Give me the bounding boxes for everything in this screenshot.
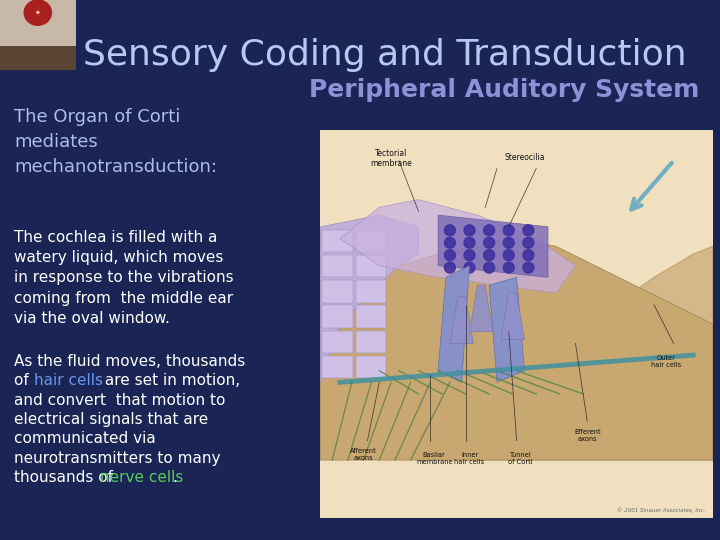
Text: hair cells: hair cells — [35, 373, 103, 388]
Circle shape — [444, 249, 455, 261]
Polygon shape — [320, 239, 713, 460]
Text: thousands of: thousands of — [14, 470, 118, 485]
Polygon shape — [450, 297, 474, 343]
Polygon shape — [489, 278, 524, 382]
Circle shape — [464, 249, 475, 261]
Circle shape — [444, 237, 455, 248]
Text: Outer
hair cells: Outer hair cells — [651, 355, 681, 368]
Text: electrical signals that are: electrical signals that are — [14, 412, 209, 427]
Text: Tunnel
of Corti: Tunnel of Corti — [508, 453, 533, 465]
Circle shape — [484, 225, 495, 236]
Text: Stereocilia: Stereocilia — [504, 153, 545, 162]
Circle shape — [24, 0, 51, 25]
Text: are set in motion,: are set in motion, — [100, 373, 240, 388]
Text: As the fluid moves, thousands: As the fluid moves, thousands — [14, 354, 246, 369]
Bar — [0, 45, 76, 70]
Circle shape — [444, 225, 455, 236]
Text: Sensory Coding and Transduction: Sensory Coding and Transduction — [83, 38, 686, 72]
Polygon shape — [438, 215, 548, 278]
Text: .: . — [173, 470, 178, 485]
Polygon shape — [438, 266, 469, 382]
FancyBboxPatch shape — [356, 305, 387, 328]
Circle shape — [523, 225, 534, 236]
FancyBboxPatch shape — [356, 330, 387, 353]
FancyBboxPatch shape — [323, 305, 353, 328]
Circle shape — [523, 237, 534, 248]
Text: Inner
hair cells: Inner hair cells — [454, 453, 485, 465]
Circle shape — [503, 249, 514, 261]
Circle shape — [464, 237, 475, 248]
Text: The Organ of Corti
mediates
mechanotransduction:: The Organ of Corti mediates mechanotrans… — [14, 108, 217, 176]
FancyBboxPatch shape — [323, 230, 353, 252]
Circle shape — [484, 237, 495, 248]
Polygon shape — [501, 293, 524, 340]
Text: nerve cells: nerve cells — [100, 470, 184, 485]
Circle shape — [464, 262, 475, 273]
Text: ✦: ✦ — [35, 10, 41, 16]
Text: The cochlea is filled with a
watery liquid, which moves
in response to the vibra: The cochlea is filled with a watery liqu… — [14, 230, 234, 326]
Text: neurotransmitters to many: neurotransmitters to many — [14, 451, 221, 466]
Text: and convert  that motion to: and convert that motion to — [14, 393, 226, 408]
FancyBboxPatch shape — [356, 230, 387, 252]
Text: Afferent
axons: Afferent axons — [350, 448, 377, 461]
Circle shape — [503, 225, 514, 236]
Polygon shape — [458, 246, 713, 460]
FancyBboxPatch shape — [356, 280, 387, 302]
Polygon shape — [469, 285, 493, 332]
Polygon shape — [340, 200, 575, 293]
FancyBboxPatch shape — [323, 356, 353, 379]
FancyBboxPatch shape — [323, 255, 353, 278]
Text: Peripheral Auditory System: Peripheral Auditory System — [309, 78, 699, 102]
Text: communicated via: communicated via — [14, 431, 156, 447]
Circle shape — [503, 237, 514, 248]
Text: © 2001 Sinauer Associates, Inc.: © 2001 Sinauer Associates, Inc. — [617, 507, 705, 512]
Circle shape — [523, 249, 534, 261]
FancyBboxPatch shape — [323, 280, 353, 302]
Circle shape — [464, 225, 475, 236]
FancyBboxPatch shape — [356, 356, 387, 379]
Text: of: of — [14, 373, 34, 388]
Text: Efferent
axons: Efferent axons — [574, 429, 600, 442]
FancyBboxPatch shape — [356, 255, 387, 278]
Circle shape — [444, 262, 455, 273]
Circle shape — [503, 262, 514, 273]
Circle shape — [484, 249, 495, 261]
Circle shape — [484, 262, 495, 273]
Polygon shape — [320, 215, 418, 382]
Text: Tectorial
membrane: Tectorial membrane — [370, 149, 412, 168]
Circle shape — [523, 262, 534, 273]
FancyBboxPatch shape — [323, 330, 353, 353]
Text: Basilar
membrane: Basilar membrane — [416, 453, 452, 465]
